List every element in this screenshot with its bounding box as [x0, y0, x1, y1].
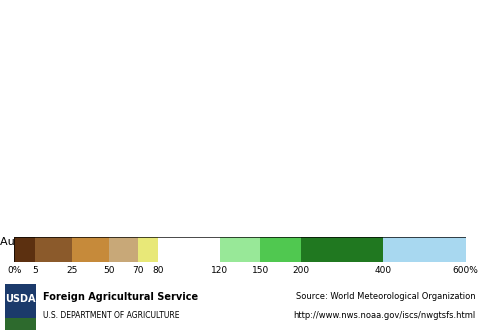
Text: http://www.nws.noaa.gov/iscs/nwgtsfs.html: http://www.nws.noaa.gov/iscs/nwgtsfs.htm… — [293, 311, 475, 320]
Text: 120: 120 — [211, 266, 228, 275]
Text: 400: 400 — [375, 266, 392, 275]
Bar — [72, 237, 108, 262]
Text: USDA: USDA — [5, 294, 36, 304]
Bar — [301, 237, 384, 262]
Text: 600%: 600% — [453, 266, 479, 275]
Text: 50: 50 — [103, 266, 114, 275]
Text: Source: World Meteorological Organization: Source: World Meteorological Organizatio… — [296, 292, 475, 301]
Text: Aug. 1 - Sep. 30, 2022 [final]: Aug. 1 - Sep. 30, 2022 [final] — [0, 237, 161, 247]
Bar — [260, 237, 301, 262]
Bar — [158, 237, 220, 262]
Text: U.S. DEPARTMENT OF AGRICULTURE: U.S. DEPARTMENT OF AGRICULTURE — [43, 311, 180, 320]
Bar — [384, 237, 466, 262]
Text: 0%: 0% — [7, 266, 22, 275]
Text: 200: 200 — [293, 266, 310, 275]
Bar — [5, 284, 36, 330]
Text: Foreign Agricultural Service: Foreign Agricultural Service — [43, 292, 198, 302]
Bar — [220, 237, 260, 262]
Bar — [5, 318, 36, 330]
Text: 80: 80 — [152, 266, 164, 275]
Text: 150: 150 — [252, 266, 269, 275]
Text: 5: 5 — [32, 266, 37, 275]
Text: 25: 25 — [66, 266, 77, 275]
Bar — [35, 237, 72, 262]
Bar — [14, 237, 35, 262]
Text: 70: 70 — [132, 266, 144, 275]
Bar — [108, 237, 138, 262]
Bar — [138, 237, 158, 262]
